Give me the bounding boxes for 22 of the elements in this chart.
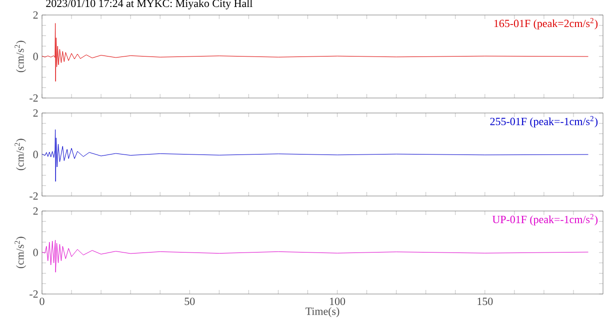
x-tick-label: 0 [40,298,44,306]
line-series [42,240,588,272]
text: 165-01F (peak=2cm/s$^{2}$) [494,18,598,30]
text: 255-01F (peak=-1cm/s$^{2}$) [490,116,598,128]
y-tick-label: -2 [30,192,38,200]
y-tick-label: -2 [30,290,38,298]
line-series [42,129,588,182]
y-axis-title: (cm/s$^{2}$) [14,236,26,268]
y-tick-label: 2 [33,11,38,19]
y-tick-label: 0 [33,150,38,158]
x-tick-label: 150 [478,298,493,306]
x-axis-title: Time(s) [306,307,340,318]
y-tick-label: -2 [30,94,38,102]
y-tick-label: 2 [33,109,38,117]
x-tick-label: 50 [184,298,195,306]
y-tick-label: 0 [33,52,38,60]
text: UP-01F (peak=-1cm/s$^{2}$) [492,214,598,226]
y-axis-title: (cm/s$^{2}$) [14,40,26,72]
y-axis-title: (cm/s$^{2}$) [14,138,26,170]
x-tick-label: 100 [330,298,346,306]
y-tick-label: 2 [33,207,38,215]
y-tick-label: 0 [33,248,38,256]
